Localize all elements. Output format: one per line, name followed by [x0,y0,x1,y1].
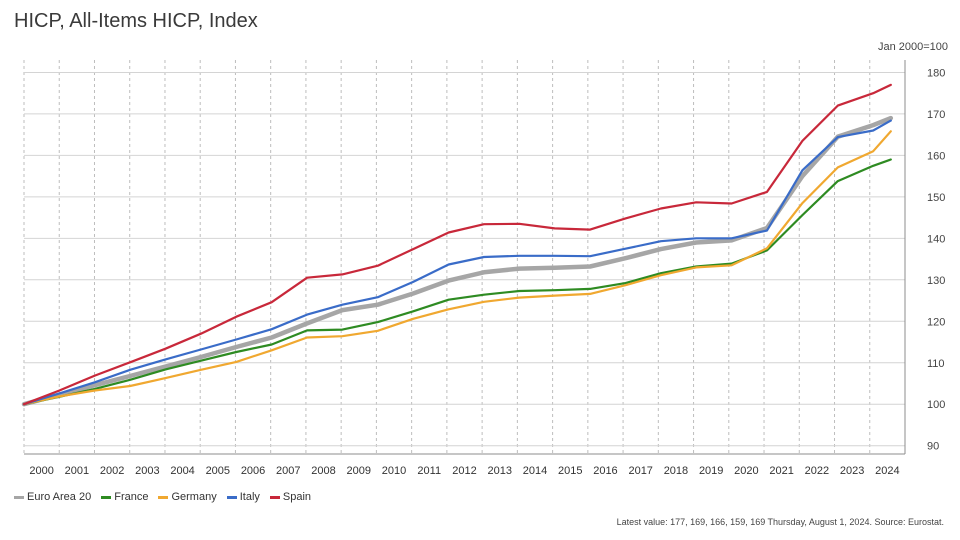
axes [24,60,906,455]
legend-swatch [158,495,169,499]
x-tick-label: 2014 [523,465,547,477]
x-tick-label: 2005 [206,465,230,477]
x-tick-label: 2020 [734,465,758,477]
series-line-euro-area-20 [21,115,894,407]
legend-item: Germany [158,491,217,503]
legend-label: Euro Area 20 [27,491,92,503]
legend-item: Italy [226,491,260,503]
x-tick-label: 2002 [100,465,124,477]
series-line-italy [22,119,892,406]
legend-swatch [226,495,237,499]
legend-item: Euro Area 20 [14,491,91,503]
x-tick-label: 2022 [805,465,829,477]
x-tick-label: 2012 [452,465,476,477]
x-tick-label: 2008 [311,465,335,477]
y-tick-label: 180 [927,67,945,79]
legend-label: Spain [282,491,312,503]
legend-item: France [101,491,148,503]
legend-swatch [269,495,280,499]
x-tick-labels: 2000 2001 2002 2003 2004 2005 2006 2007 2008 2009… [29,465,899,477]
x-tick-label: 2017 [628,465,652,477]
source-annotation: Latest value: 177, 169, 166, 159, 169 Th… [616,517,944,527]
x-tick-label: 2009 [347,465,371,477]
y-tick-label: 90 [927,441,939,453]
x-tick-label: 2023 [840,465,864,477]
x-tick-label: 2021 [769,465,793,477]
x-tick-label: 2016 [593,465,617,477]
x-tick-label: 2013 [487,465,511,477]
x-tick-label: 2000 [29,465,53,477]
y-tick-labels: 90 100 110 120 130 140 150 160 170 180 [927,67,945,452]
y-tick-label: 100 [927,399,945,411]
x-tick-label: 2010 [382,465,406,477]
y-tick-label: 170 [927,109,945,121]
y-tick-label: 110 [927,358,945,370]
series-lines [21,83,894,407]
vertical-gridlines [23,60,906,454]
y-tick-label: 150 [927,192,945,204]
x-tick-label: 2006 [241,465,265,477]
legend-label: Italy [239,491,260,503]
legend-item: Spain [269,491,312,503]
horizontal-gridlines [24,71,905,447]
x-tick-label: 2018 [664,465,688,477]
x-tick-label: 2019 [699,465,723,477]
y-tick-label: 120 [927,316,945,328]
legend-swatch [101,495,112,499]
legend-label: France [114,491,149,503]
series-line-germany [22,130,892,406]
y-axis-unit-label: Jan 2000=100 [877,41,948,53]
x-tick-label: 2011 [417,465,441,477]
series-line-france [22,158,892,406]
y-tick-label: 160 [927,150,945,162]
x-tick-label: 2003 [135,465,159,477]
series-line-spain [22,83,892,406]
chart-title: HICP, All-Items HICP, Index [14,10,258,32]
legend-swatch [14,495,24,499]
x-tick-label: 2001 [65,465,89,477]
x-tick-label: 2007 [276,465,300,477]
x-tick-label: 2024 [875,465,899,477]
legend: Euro Area 20 France Germany Italy Spain [14,491,311,503]
x-tick-label: 2015 [558,465,582,477]
y-tick-label: 130 [927,275,945,287]
x-tick-label: 2004 [170,465,194,477]
y-tick-label: 140 [927,233,945,245]
legend-label: Germany [171,491,217,503]
